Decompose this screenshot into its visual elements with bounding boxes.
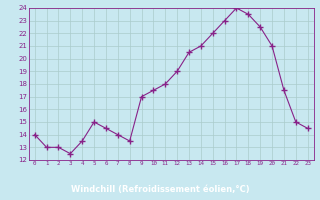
Text: Windchill (Refroidissement éolien,°C): Windchill (Refroidissement éolien,°C) (71, 185, 249, 194)
